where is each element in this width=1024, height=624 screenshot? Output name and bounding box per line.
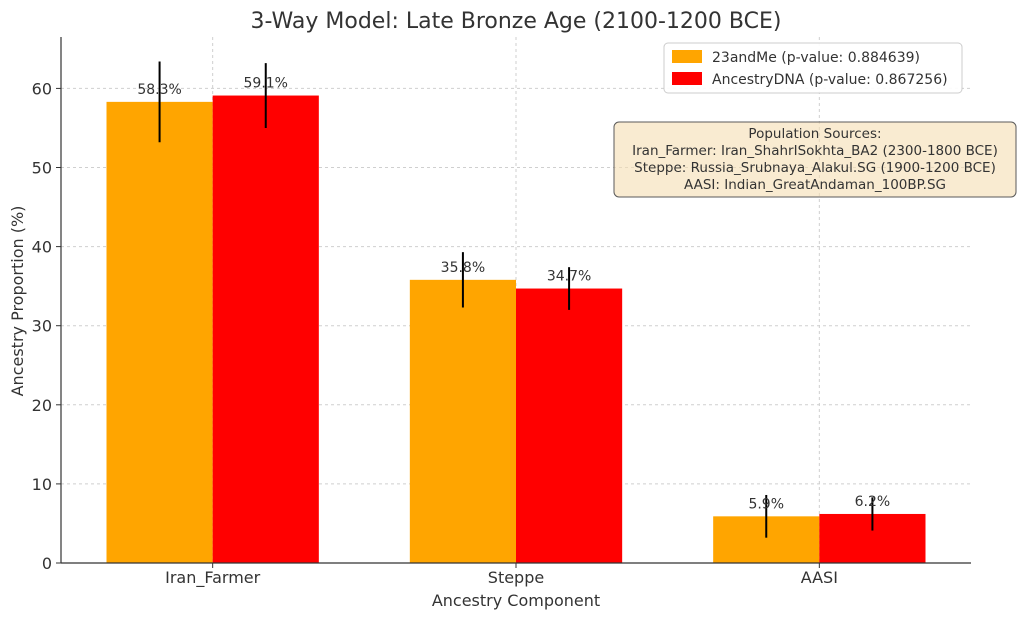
axes-layer: 0 10 20 30 40 50 60 Iran_Farmer Steppe AASI [32, 37, 971, 588]
y-tick-label: 10 [32, 475, 52, 494]
y-tick-label: 40 [32, 238, 52, 257]
legend-entry-label: 23andMe (p-value: 0.884639) [712, 50, 920, 66]
bar-value-label: 5.9% [748, 496, 784, 512]
legend-swatch [672, 50, 702, 63]
bar-steppe-series-2 [516, 288, 623, 563]
bar-iran-farmer-series-1 [106, 101, 213, 563]
y-axis-label: Ancestry Proportion (%) [8, 206, 27, 397]
bar-iran-farmer-series-2 [212, 95, 319, 563]
annotation-line: Steppe: Russia_Srubnaya_Alakul.SG (1900-… [634, 160, 996, 176]
legend: 23andMe (p-value: 0.884639) AncestryDNA (… [663, 42, 963, 94]
bar-value-label: 59.1% [244, 76, 288, 92]
population-sources-box: Population Sources:Iran_Farmer: Iran_Sha… [613, 121, 1017, 198]
x-tick-label: AASI [801, 568, 838, 587]
x-tick-label: Iran_Farmer [165, 568, 261, 588]
bars-layer: 58.3% 35.8% 5.9% 59.1% 34.7% 6.2% [106, 61, 926, 563]
legend-swatch [672, 72, 702, 85]
legend-box [663, 42, 963, 94]
bar-steppe-series-1 [409, 279, 516, 563]
bar-value-label: 34.7% [547, 269, 591, 285]
bar-value-label: 35.8% [441, 260, 485, 276]
y-tick-label: 20 [32, 396, 52, 415]
x-axis-label: Ancestry Component [432, 591, 600, 610]
y-tick-label: 50 [32, 159, 52, 178]
annotation-box [613, 121, 1017, 198]
bar-value-label: 58.3% [137, 82, 181, 98]
y-tick-label: 0 [42, 554, 52, 573]
x-tick-label: Steppe [488, 568, 544, 587]
bar-value-label: 6.2% [855, 494, 891, 510]
y-tick-label: 30 [32, 317, 52, 336]
chart-title: 3-Way Model: Late Bronze Age (2100-1200 … [251, 9, 782, 34]
legend-entry-label: AncestryDNA (p-value: 0.867256) [712, 72, 948, 88]
annotation-line: Population Sources: [748, 126, 881, 142]
annotation-line: AASI: Indian_GreatAndaman_100BP.SG [684, 177, 946, 193]
y-tick-label: 60 [32, 79, 52, 98]
annotation-line: Iran_Farmer: Iran_ShahrISokhta_BA2 (2300… [632, 143, 998, 159]
